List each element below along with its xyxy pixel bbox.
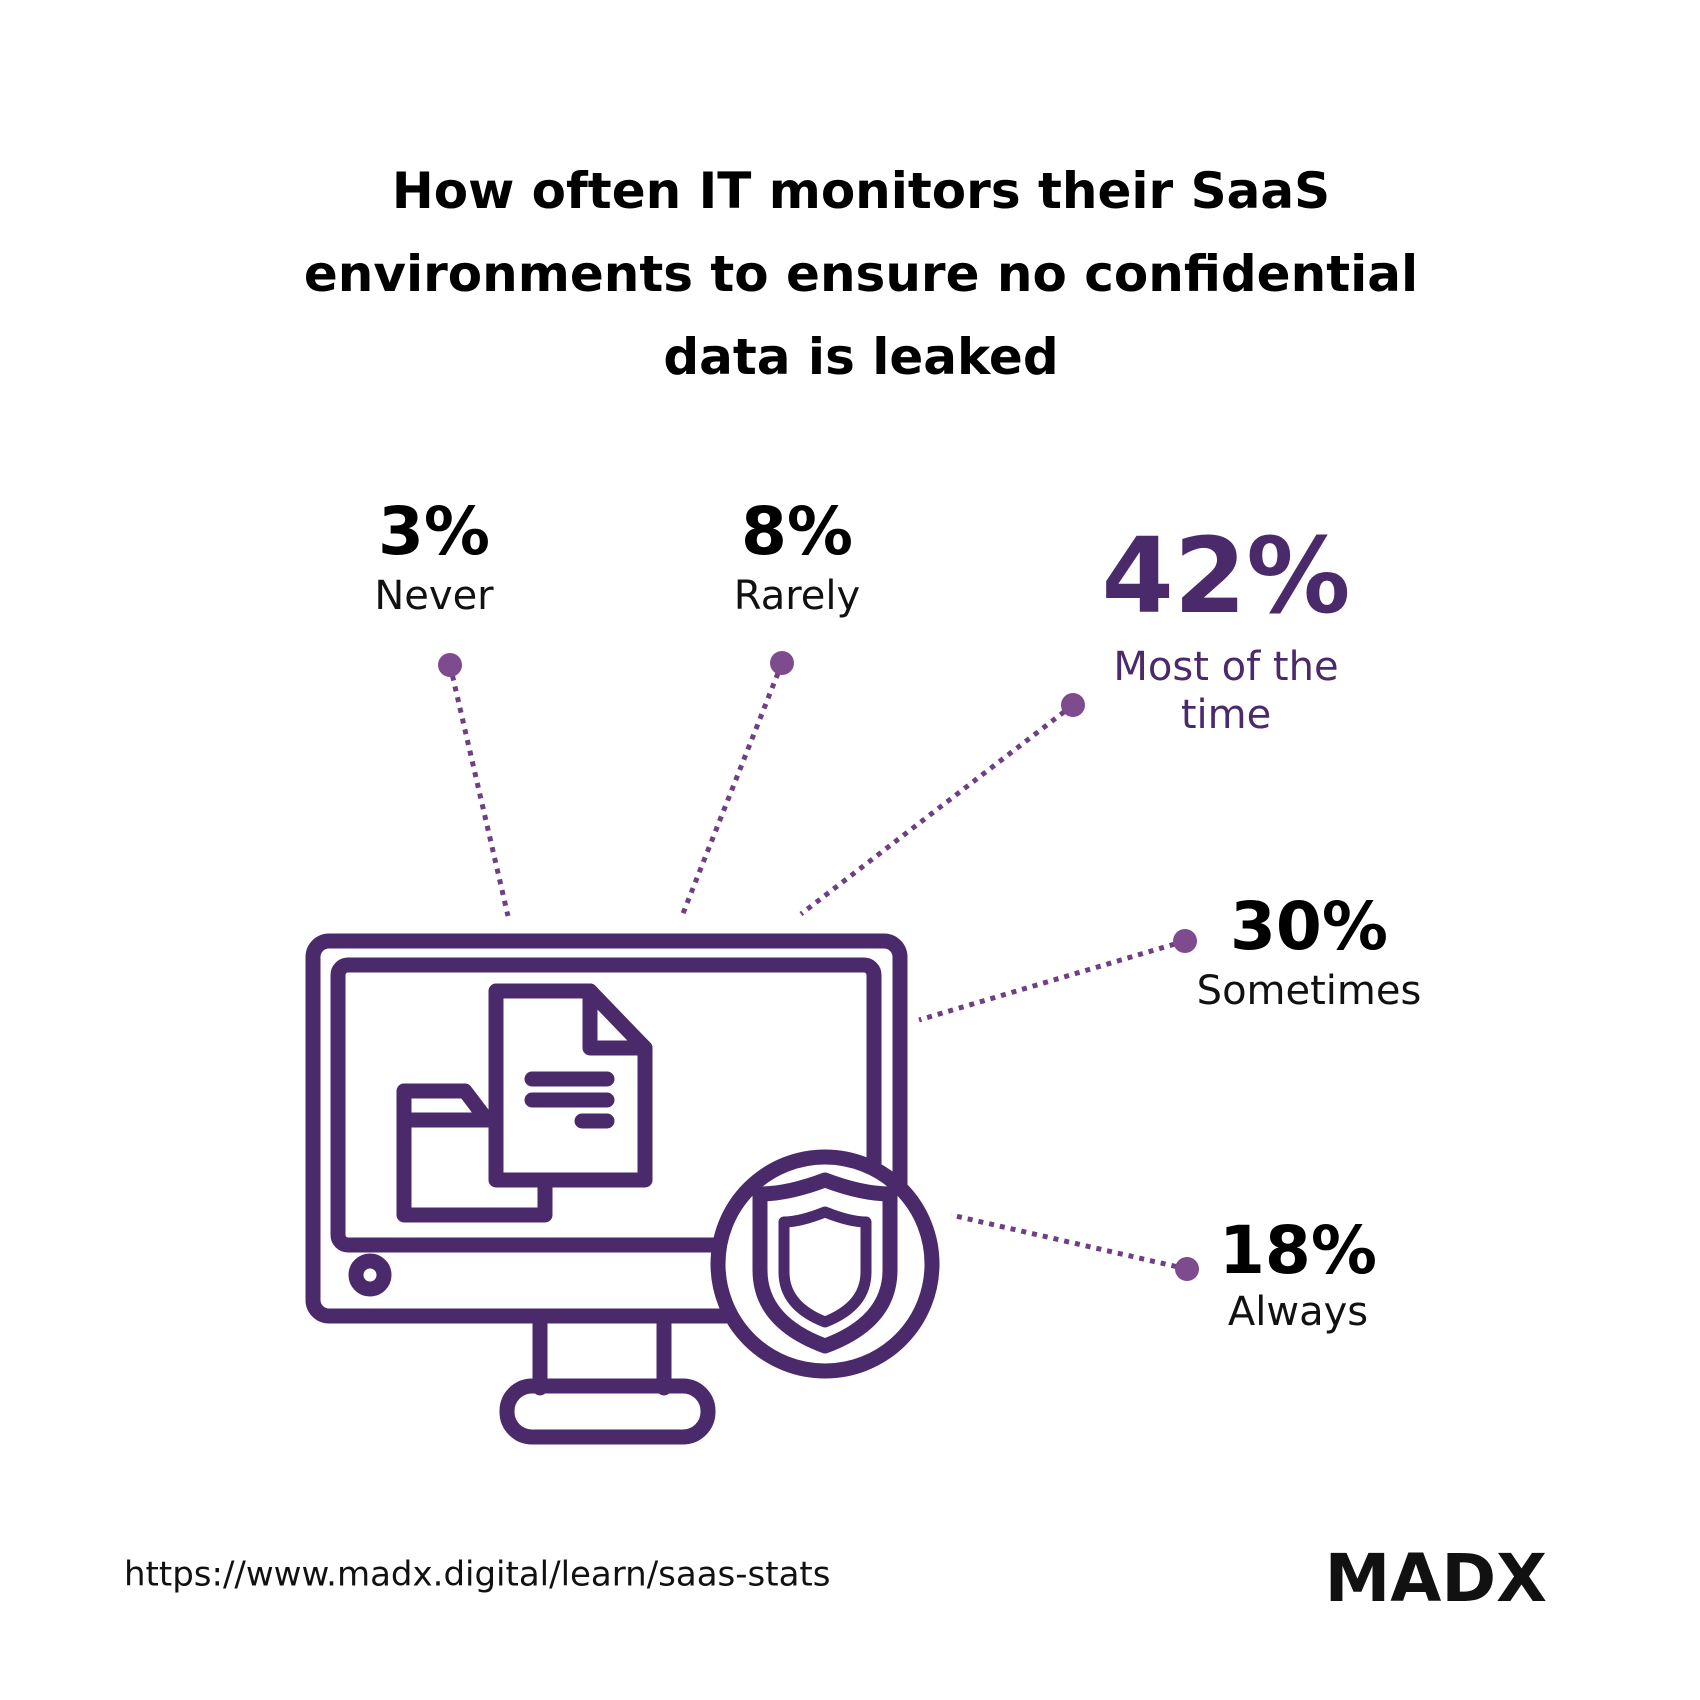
connector-dot <box>770 651 794 675</box>
connector-dot <box>1175 1257 1199 1281</box>
stat-label: Most of the <box>1113 644 1338 690</box>
monitor-icon <box>305 933 940 1445</box>
stat: 30%Sometimes <box>918 888 1422 1023</box>
logo: MADX <box>1325 1540 1547 1617</box>
title: How often IT monitors their SaaS environm… <box>304 162 1418 386</box>
connector <box>799 703 1075 916</box>
stat-label: Rarely <box>734 573 860 619</box>
stat: 18%Always <box>950 1212 1377 1335</box>
stat-label: time <box>1181 692 1271 738</box>
stat-value: 3% <box>378 493 490 570</box>
connector-dot <box>1173 929 1197 953</box>
connector <box>679 662 785 917</box>
connector-dot <box>438 653 462 677</box>
connector-dot <box>1061 693 1085 717</box>
connector <box>950 1212 1188 1272</box>
source-url: https://www.madx.digital/learn/saas-stat… <box>124 1555 830 1595</box>
title-line: data is leaked <box>663 328 1058 386</box>
stat-value: 30% <box>1230 888 1388 965</box>
connector <box>918 938 1186 1023</box>
stat-label: Never <box>374 573 494 619</box>
stat-label: Always <box>1228 1289 1368 1335</box>
stat: 8%Rarely <box>679 493 860 917</box>
stat-value: 8% <box>741 493 853 570</box>
stat-value: 18% <box>1219 1212 1377 1289</box>
title-line: How often IT monitors their SaaS <box>392 162 1330 220</box>
stat-label: Sometimes <box>1197 968 1422 1014</box>
stat: 3%Never <box>374 493 511 917</box>
stat-value: 42% <box>1102 515 1351 637</box>
title-line: environments to ensure no confidential <box>304 245 1418 303</box>
